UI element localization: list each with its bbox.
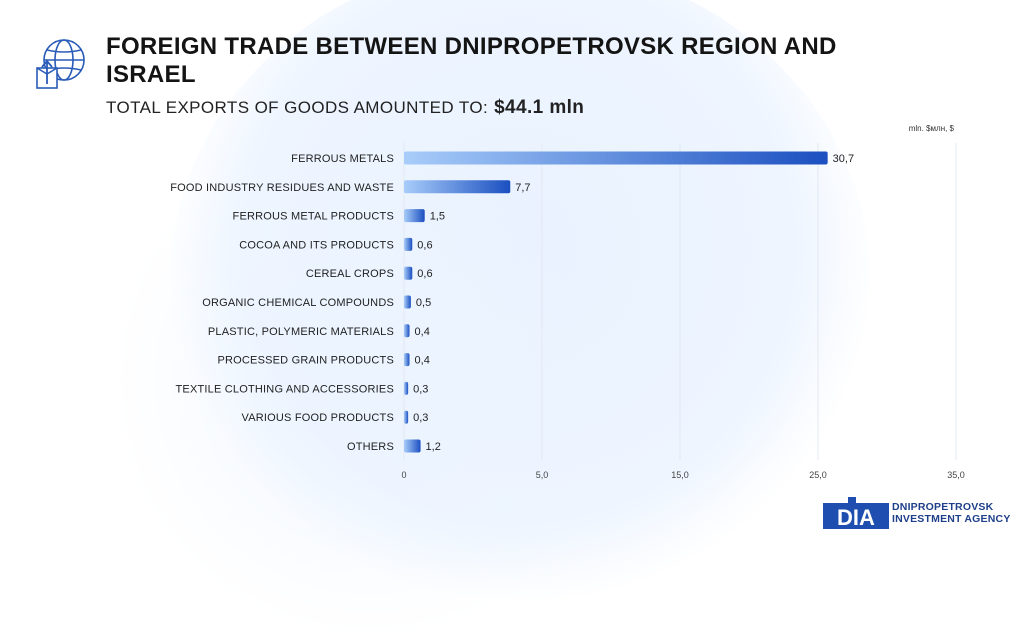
data-label: 0,5 [416, 297, 431, 309]
x-tick-label: 25,0 [809, 470, 827, 480]
x-tick-label: 35,0 [947, 470, 965, 480]
total-amount: $44.1 mln [494, 97, 585, 118]
subtitle-text: TOTAL EXPORTS OF GOODS AMOUNTED TO: [106, 98, 489, 117]
data-label: 0,6 [417, 239, 432, 251]
data-label: 7,7 [515, 182, 530, 194]
category-label: ORGANIC CHEMICAL COMPOUNDS [202, 297, 394, 309]
data-label: 0,3 [413, 383, 428, 395]
bar [404, 237, 413, 251]
category-label: FOOD INDUSTRY RESIDUES AND WASTE [170, 182, 394, 194]
data-label: 1,2 [426, 441, 441, 453]
background-circle-small [110, 120, 630, 640]
category-label: FERROUS METALS [291, 153, 394, 165]
bar [404, 295, 411, 309]
category-label: PROCESSED GRAIN PRODUCTS [217, 355, 394, 367]
logo-mark: DIA [837, 505, 875, 530]
bar [404, 353, 410, 367]
unit-label: mln. $млн, $ [908, 124, 954, 133]
data-label: 0,4 [415, 355, 430, 367]
bar [404, 439, 421, 453]
bar [404, 324, 410, 338]
category-label: OTHERS [347, 441, 394, 453]
bar [404, 266, 413, 280]
x-tick-label: 5,0 [536, 470, 549, 480]
data-label: 30,7 [833, 153, 854, 165]
bar [404, 151, 828, 165]
logo-text: DNIPROPETROVSK INVESTMENT AGENCY [892, 501, 1011, 525]
x-tick-label: 15,0 [671, 470, 689, 480]
subtitle: TOTAL EXPORTS OF GOODS AMOUNTED TO: $44.1… [106, 97, 584, 119]
page-title: FOREIGN TRADE BETWEEN DNIPROPETROVSK REG… [106, 33, 837, 88]
category-label: TEXTILE CLOTHING AND ACCESSORIES [175, 383, 394, 395]
category-label: CEREAL CROPS [306, 268, 394, 280]
bar [404, 209, 425, 223]
x-tick-label: 0 [401, 470, 406, 480]
logo-line-1: DNIPROPETROVSK [892, 501, 994, 513]
bar-chart: 0 5,0 15,0 25,0 35,0 FERROUS METALS 30,7 FOOD I… [170, 143, 965, 480]
category-label: PLASTIC, POLYMERIC MATERIALS [208, 326, 394, 338]
data-label: 0,4 [415, 326, 430, 338]
category-label: VARIOUS FOOD PRODUCTS [241, 412, 394, 424]
data-label: 0,3 [413, 412, 428, 424]
logo-line-2: INVESTMENT AGENCY [892, 513, 1011, 525]
category-label: FERROUS METAL PRODUCTS [233, 211, 394, 223]
data-label: 1,5 [430, 211, 445, 223]
bar [404, 180, 511, 194]
bar [404, 410, 409, 424]
dia-logo: DIA [823, 497, 889, 530]
category-label: COCOA AND ITS PRODUCTS [239, 239, 394, 251]
data-label: 0,6 [417, 268, 432, 280]
bar [404, 381, 409, 395]
globe-export-icon [36, 39, 85, 89]
